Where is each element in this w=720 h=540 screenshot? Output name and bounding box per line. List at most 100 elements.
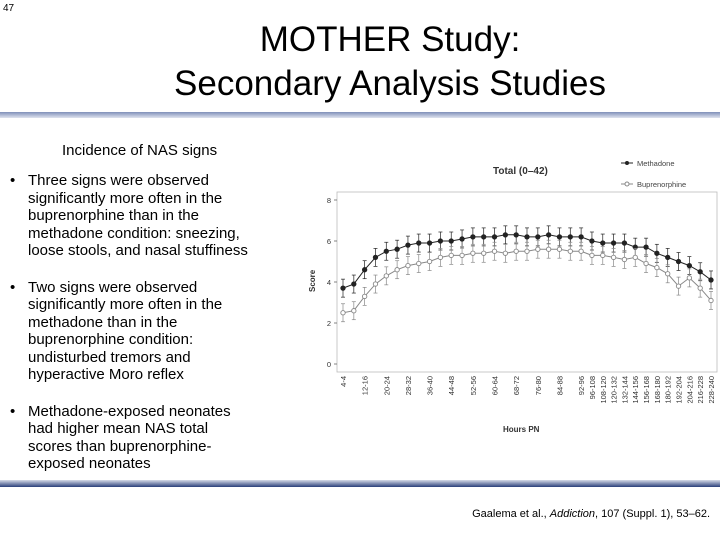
data-point-methadone bbox=[481, 234, 487, 240]
x-tick-label: 228-240 bbox=[707, 376, 716, 404]
data-point-methadone bbox=[654, 250, 660, 256]
bullet-symbol: • bbox=[10, 402, 16, 420]
data-point-buprenorphine bbox=[426, 258, 433, 265]
x-tick-label: 204-216 bbox=[685, 376, 694, 404]
x-tick-label: 132-144 bbox=[620, 376, 629, 404]
data-point-buprenorphine bbox=[610, 254, 617, 261]
data-point-buprenorphine bbox=[491, 248, 498, 254]
y-tick-label: 2 bbox=[327, 319, 331, 328]
data-point-methadone bbox=[578, 234, 584, 240]
y-tick-label: 0 bbox=[327, 360, 331, 369]
data-point-methadone bbox=[340, 285, 346, 291]
data-point-methadone bbox=[437, 238, 444, 244]
title-line-2: Secondary Analysis Studies bbox=[174, 64, 606, 103]
citation: Gaalema et al., Addiction, 107 (Suppl. 1… bbox=[400, 508, 710, 520]
x-tick-label: 180-192 bbox=[664, 376, 673, 404]
data-point-methadone bbox=[524, 234, 530, 240]
nas-total-score-chart: 0 2 4 6 8 4-4 12-16 20-24 28-32 36-40 44-48 52-56 60… bbox=[303, 152, 718, 442]
data-point-buprenorphine bbox=[394, 267, 400, 273]
data-point-methadone bbox=[361, 267, 368, 273]
bullet-text: Two signs were observed significantly mo… bbox=[28, 278, 223, 384]
bullet-symbol: • bbox=[10, 172, 16, 189]
citation-authors: Gaalema et al., bbox=[472, 508, 550, 520]
data-point-methadone bbox=[448, 238, 454, 244]
data-point-methadone bbox=[610, 240, 617, 246]
chart-title: Total (0–42) bbox=[493, 166, 548, 177]
x-tick-label: 156-168 bbox=[642, 376, 651, 404]
x-tick-label: 92-96 bbox=[577, 376, 586, 395]
x-tick-label: 20-24 bbox=[382, 376, 391, 395]
x-tick-label: 36-40 bbox=[426, 376, 435, 395]
bullet-item: • Methadone-exposed neonates had higher … bbox=[8, 403, 323, 473]
slide-title: MOTHER Study: Secondary Analysis Studies bbox=[0, 18, 720, 106]
data-point-methadone bbox=[621, 240, 628, 246]
x-tick-label: 120-132 bbox=[610, 376, 619, 404]
data-point-methadone bbox=[459, 236, 465, 242]
data-point-methadone bbox=[394, 246, 400, 252]
data-point-buprenorphine bbox=[502, 250, 509, 256]
data-point-methadone bbox=[600, 240, 606, 246]
y-tick-label: 4 bbox=[327, 278, 331, 287]
citation-journal: Addiction bbox=[549, 508, 596, 520]
data-point-buprenorphine bbox=[675, 283, 682, 289]
data-point-buprenorphine bbox=[513, 248, 519, 254]
data-point-methadone bbox=[470, 234, 476, 240]
bullet-item: • Three signs were observed significantl… bbox=[8, 172, 323, 260]
data-point-buprenorphine bbox=[351, 308, 357, 314]
bottom-rule bbox=[0, 480, 720, 487]
data-point-methadone bbox=[675, 258, 682, 265]
x-tick-label: 84-88 bbox=[555, 376, 564, 395]
citation-details: , 107 (Suppl. 1), 53–62. bbox=[595, 508, 710, 520]
data-point-methadone bbox=[502, 232, 509, 238]
data-point-methadone bbox=[426, 240, 433, 246]
data-point-buprenorphine bbox=[556, 246, 563, 252]
data-point-buprenorphine bbox=[361, 293, 368, 300]
data-point-methadone bbox=[416, 240, 422, 246]
title-line-1: MOTHER Study: bbox=[259, 20, 521, 59]
data-point-buprenorphine bbox=[405, 262, 411, 269]
data-point-buprenorphine bbox=[437, 254, 444, 261]
data-point-buprenorphine bbox=[589, 252, 595, 259]
data-point-buprenorphine bbox=[459, 252, 465, 259]
x-tick-label: 60-64 bbox=[491, 376, 500, 395]
data-point-methadone bbox=[535, 234, 541, 240]
data-point-methadone bbox=[351, 281, 357, 287]
data-point-buprenorphine bbox=[383, 273, 389, 279]
data-point-methadone bbox=[697, 269, 703, 275]
data-point-methadone bbox=[372, 254, 379, 261]
data-point-buprenorphine bbox=[600, 252, 606, 259]
data-point-methadone bbox=[665, 254, 671, 261]
legend-marker-buprenorphine bbox=[624, 181, 630, 187]
data-point-methadone bbox=[686, 262, 693, 269]
x-tick-label: 12-16 bbox=[361, 376, 370, 395]
bullet-text: Methadone-exposed neonates had higher me… bbox=[28, 402, 231, 473]
x-tick-label: 28-32 bbox=[404, 376, 413, 395]
chart-caption: Incidence of NAS signs bbox=[62, 142, 218, 159]
top-rule bbox=[0, 112, 720, 118]
legend: Methadone Buprenorphine bbox=[621, 159, 686, 189]
x-tick-label: 144-156 bbox=[631, 376, 640, 404]
data-point-methadone bbox=[383, 248, 389, 254]
data-point-methadone bbox=[567, 234, 573, 240]
data-point-buprenorphine bbox=[535, 246, 541, 252]
data-point-buprenorphine bbox=[470, 250, 476, 256]
data-point-buprenorphine bbox=[448, 252, 454, 259]
x-tick-label: 108-120 bbox=[599, 376, 608, 404]
data-point-buprenorphine bbox=[621, 256, 628, 263]
data-point-buprenorphine bbox=[416, 260, 422, 267]
data-point-methadone bbox=[545, 232, 552, 238]
x-tick-label: 168-180 bbox=[653, 376, 662, 404]
y-tick-label: 8 bbox=[327, 196, 331, 205]
x-tick-label: 52-56 bbox=[469, 376, 478, 395]
x-axis-label: Hours PN bbox=[503, 425, 540, 434]
data-point-buprenorphine bbox=[697, 285, 703, 291]
x-tick-label: 76-80 bbox=[534, 376, 543, 395]
data-point-buprenorphine bbox=[340, 310, 346, 316]
data-point-buprenorphine bbox=[372, 281, 379, 287]
x-tick-label: 216-228 bbox=[696, 376, 705, 404]
y-tick-label: 6 bbox=[327, 237, 331, 246]
data-point-methadone bbox=[708, 277, 714, 283]
bullet-text: Three signs were observed significantly … bbox=[28, 172, 248, 259]
data-point-methadone bbox=[405, 242, 411, 248]
x-tick-label: 192-204 bbox=[675, 376, 684, 404]
